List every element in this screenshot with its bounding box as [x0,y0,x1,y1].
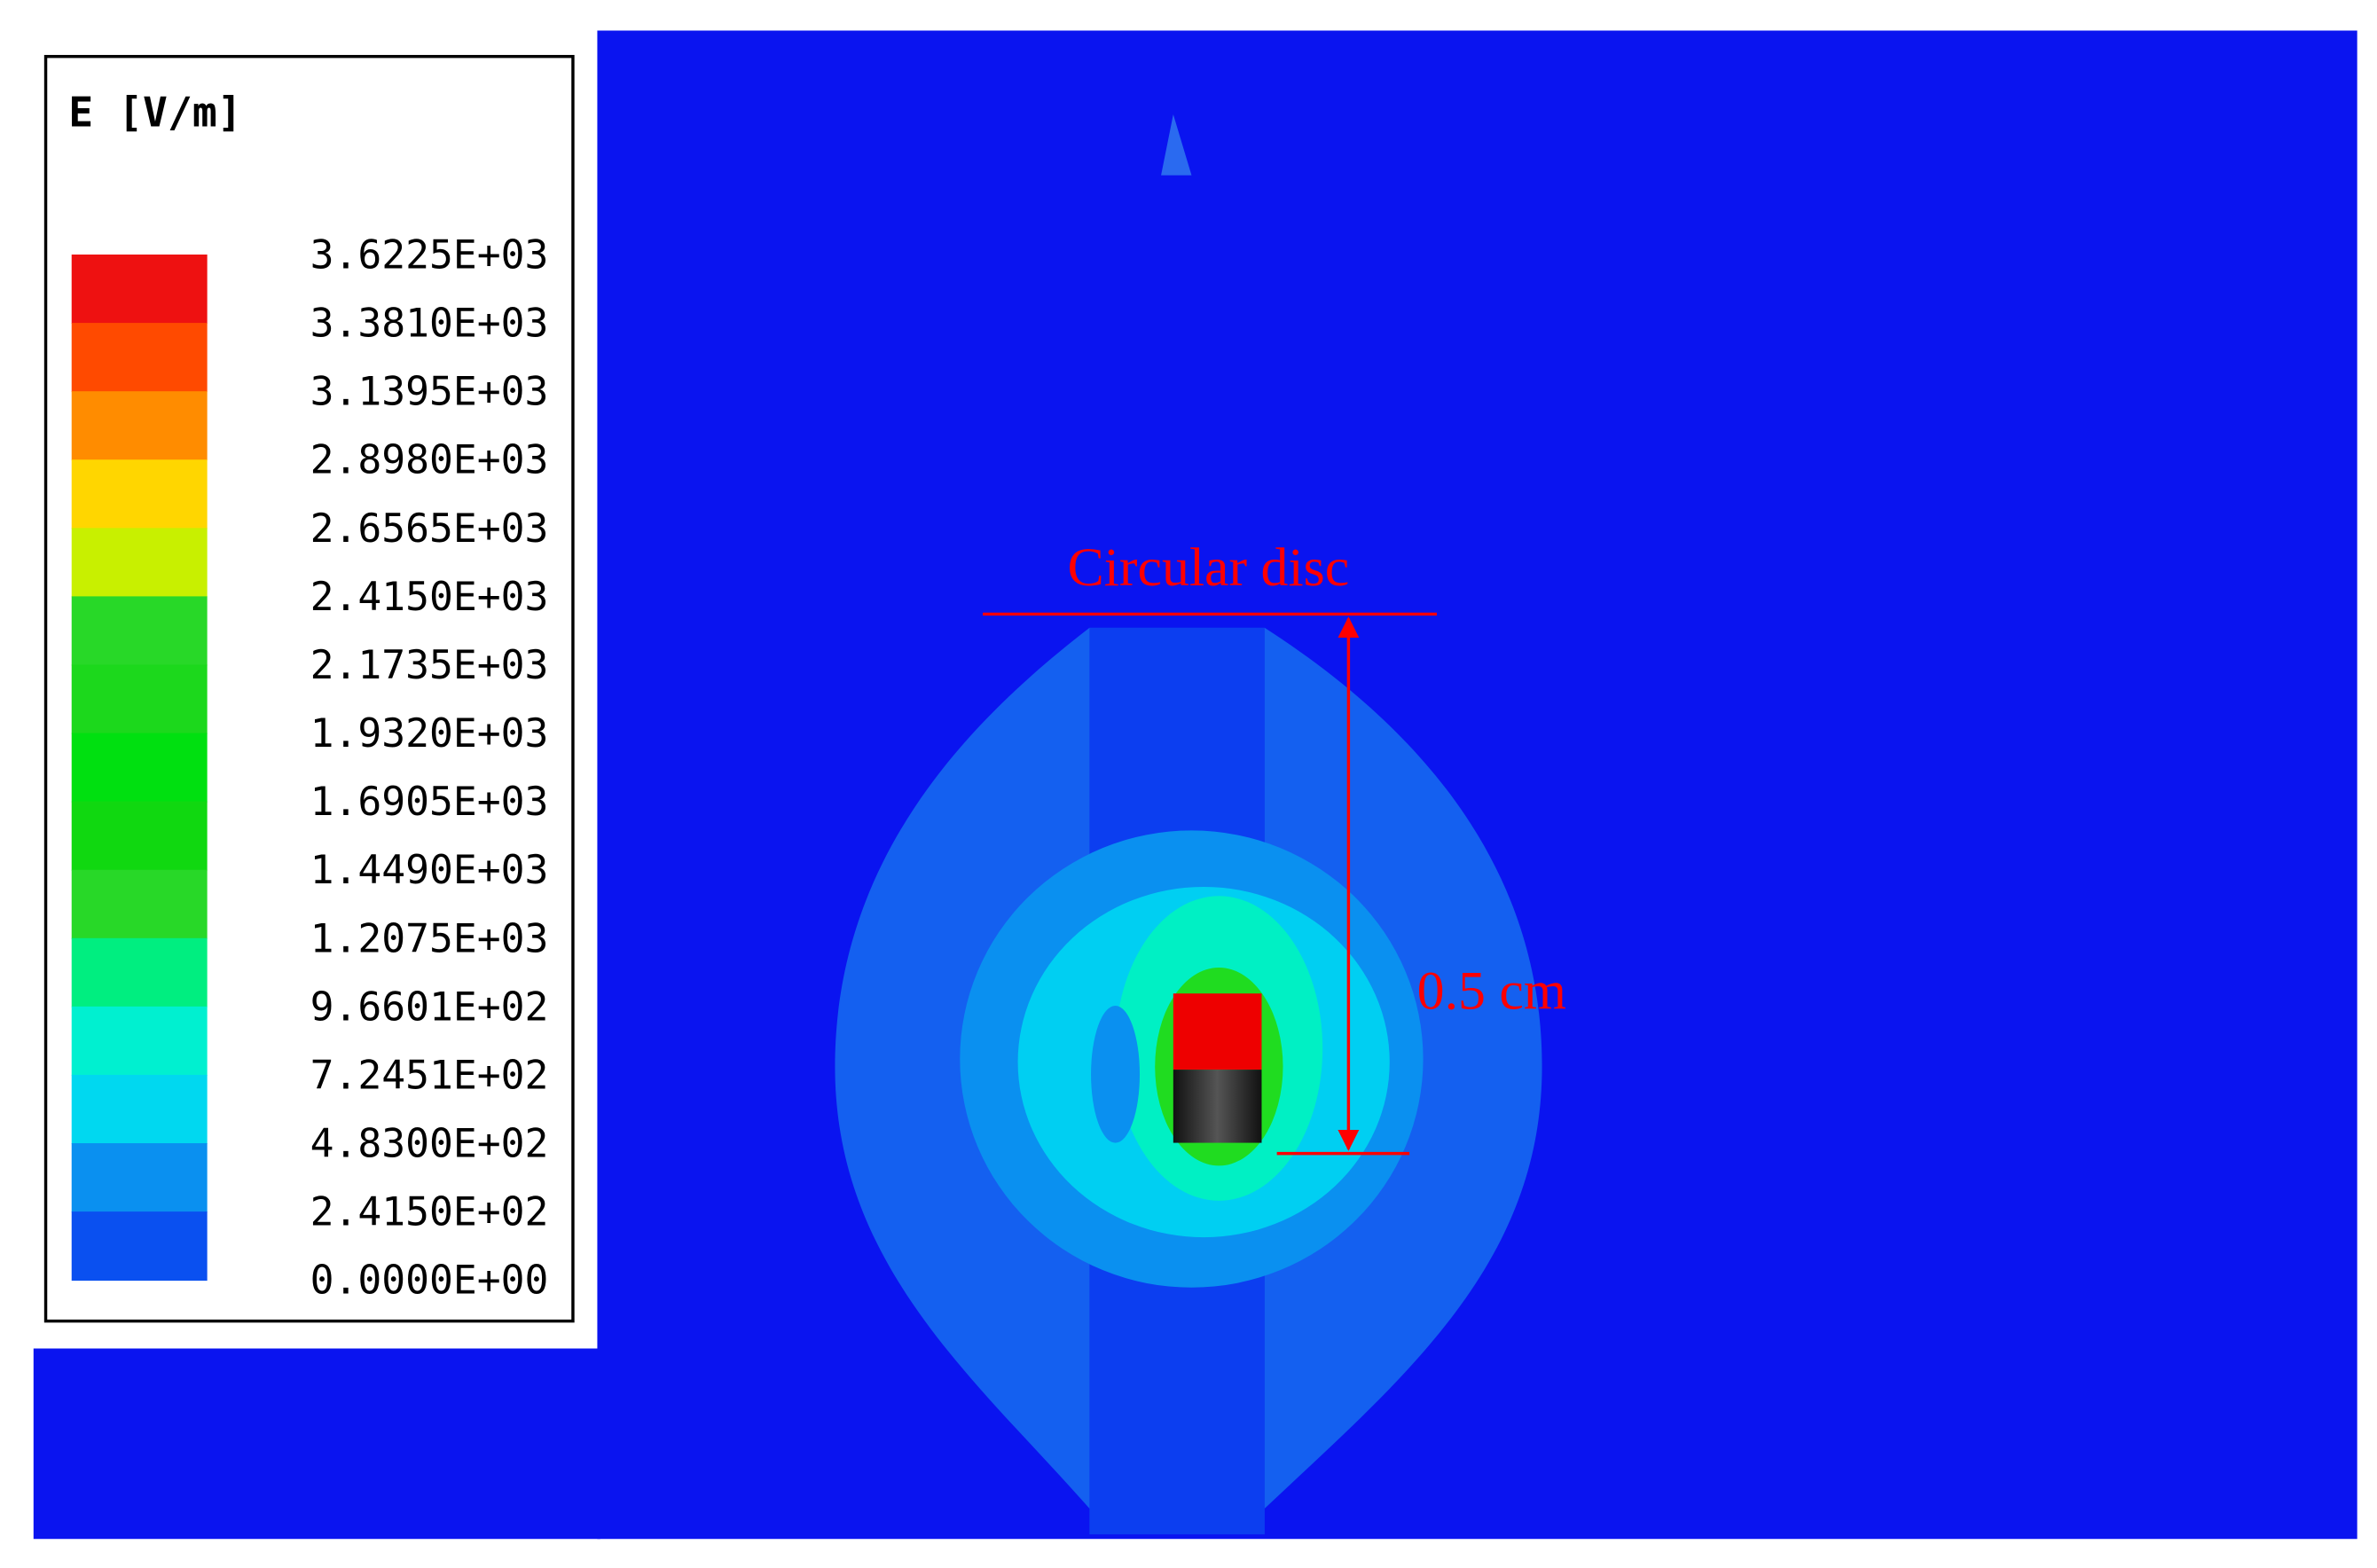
legend-swatch [71,664,208,734]
legend-label: 1.2075E+03 [310,915,549,961]
disc-body [1173,1070,1262,1143]
legend-swatch [71,869,208,939]
legend-title: E [V/m] [68,89,241,137]
legend-swatch [71,459,208,529]
disc-top [1173,993,1262,1070]
field-background [33,1348,600,1540]
legend: 3.6225E+03 3.3810E+03 3.1395E+03 2.8980E+03… [71,231,549,1304]
legend-swatch [71,1006,208,1076]
legend-label: 0.0000E+00 [310,1258,549,1304]
legend-swatch [71,391,208,461]
legend-label: 1.4490E+03 [310,847,549,893]
legend-label: 3.1395E+03 [310,369,549,415]
disc-label: Circular disc [1068,537,1350,598]
legend-label: 2.4150E+02 [310,1189,549,1235]
legend-label: 2.1735E+03 [310,642,549,688]
legend-label: 3.6225E+03 [310,231,549,278]
legend-swatch [71,1211,208,1282]
legend-label: 4.8300E+02 [310,1120,549,1166]
legend-label: 2.8980E+03 [310,437,549,483]
legend-swatch [71,1074,208,1144]
legend-label: 2.6565E+03 [310,506,549,552]
legend-label: 2.4150E+03 [310,574,549,620]
field-background [597,30,2357,1540]
distance-label: 0.5 cm [1417,960,1566,1021]
legend-label: 7.2451E+02 [310,1052,549,1098]
legend-swatch [71,528,208,598]
legend-swatch [71,733,208,803]
legend-swatch [71,323,208,393]
contour-level [1091,1005,1141,1143]
legend-swatch [71,255,208,324]
legend-label: 3.3810E+03 [310,301,549,347]
marker [1161,114,1192,176]
legend-label: 1.6905E+03 [310,779,549,825]
legend-swatch [71,1143,208,1212]
legend-label: 9.6601E+02 [310,984,549,1030]
legend-label: 1.9320E+03 [310,710,549,757]
legend-swatch [71,937,208,1007]
legend-swatch [71,596,208,666]
legend-swatch [71,801,208,871]
